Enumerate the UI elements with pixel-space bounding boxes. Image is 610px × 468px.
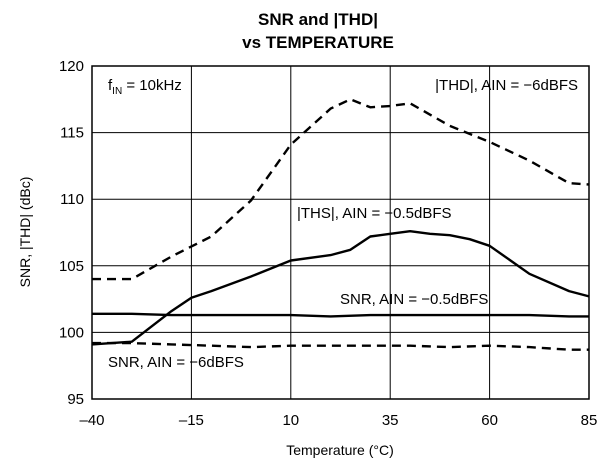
y-tick-label: 110	[60, 191, 84, 208]
series-snr-6dbfs	[92, 341, 589, 351]
y-tick-label: 95	[67, 391, 84, 408]
x-tick-label: 60	[481, 412, 498, 429]
x-tick-labels: –40 –15 10 35 60 85	[79, 412, 597, 429]
y-tick-label: 105	[59, 258, 84, 275]
note-fin: fIN = 10kHz	[108, 77, 182, 97]
x-tick-label: –15	[179, 412, 204, 429]
y-tick-label: 120	[59, 58, 84, 75]
label-ths-0-5dbfs: |THS|, AIN = −0.5dBFS	[297, 205, 452, 222]
y-axis-label: SNR, |THD| (dBc)	[17, 177, 33, 288]
series-lines	[91, 98, 590, 351]
label-thd-6dbfs: |THD|, AIN = −6dBFS	[435, 77, 578, 94]
y-tick-labels: 95 100 105 110 115 120	[59, 58, 84, 408]
x-tick-label: 85	[581, 412, 598, 429]
label-snr-0-5dbfs: SNR, AIN = −0.5dBFS	[340, 291, 488, 308]
chart-title-line-2: vs TEMPERATURE	[242, 33, 394, 52]
x-axis-label: Temperature (°C)	[286, 442, 394, 458]
x-tick-label: 10	[282, 412, 299, 429]
y-tick-label: 100	[59, 324, 84, 341]
chart-title-line-1: SNR and |THD|	[258, 10, 378, 29]
series-ths-0-5dbfs	[91, 229, 590, 346]
y-tick-label: 115	[60, 125, 84, 142]
grid	[91, 65, 590, 400]
series-snr-0-5dbfs	[92, 312, 589, 318]
label-snr-6dbfs: SNR, AIN = −6dBFS	[108, 354, 244, 371]
x-tick-label: 35	[382, 412, 399, 429]
x-tick-label: –40	[79, 412, 104, 429]
series-thd-6dbfs	[92, 98, 590, 281]
plot-frame	[91, 65, 590, 400]
